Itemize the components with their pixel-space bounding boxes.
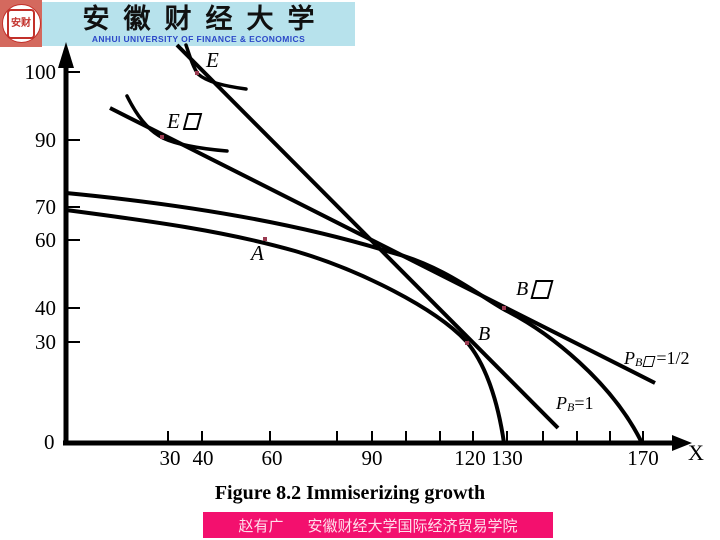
- y-tick-label-100: 100: [24, 60, 57, 84]
- point-B-label: B: [478, 323, 491, 345]
- point-E-prime-label: E: [167, 109, 203, 133]
- x-axis-title: X: [688, 440, 704, 465]
- ppf-original-curve: [64, 208, 506, 445]
- missing-glyph-box-icon: [642, 356, 656, 367]
- y-axis-arrow-icon: [58, 42, 74, 68]
- price-P-sub: B: [567, 400, 575, 414]
- point-E-prime-marker: [160, 135, 164, 139]
- x-axis-arrow-icon: [672, 435, 692, 451]
- y-tick-label-90: 90: [35, 128, 56, 152]
- y-axis-ticks: [68, 71, 80, 343]
- price-P-sub: B: [635, 355, 643, 369]
- price-P: P: [624, 348, 635, 368]
- x-tick-label-60: 60: [261, 446, 283, 470]
- x-tick-label-40: 40: [192, 446, 214, 470]
- B-prime-letter: B: [516, 278, 529, 300]
- university-banner: 安徽财经大学 ANHUI UNIVERSITY OF FINANCE & ECO…: [42, 2, 355, 46]
- y-tick-label-30: 30: [35, 330, 56, 354]
- affiliation: 安徽财经大学国际经济贸易学院: [307, 517, 518, 535]
- y-tick-label-70: 70: [35, 195, 56, 219]
- y-tick-label-40: 40: [35, 296, 56, 320]
- origin-label: 0: [44, 430, 55, 454]
- x-axis-ticks: [167, 431, 644, 442]
- missing-glyph-box-icon: [182, 113, 203, 130]
- E-prime-letter: E: [167, 109, 180, 133]
- point-A-label: A: [251, 241, 264, 265]
- ppf-after-growth-curve: [64, 191, 644, 445]
- price-value-one: =1: [574, 393, 594, 413]
- point-B-marker: [465, 341, 469, 345]
- seal-circle-icon: 安财: [1, 4, 41, 43]
- credit-bar: 赵有广 安徽财经大学国际经济贸易学院: [203, 512, 553, 538]
- figure-caption: Figure 8.2 Immiserizing growth: [214, 482, 486, 504]
- point-E-label: E: [206, 48, 219, 72]
- price-P: P: [556, 393, 567, 413]
- point-A-marker: [263, 237, 267, 241]
- university-seal-logo: 安财: [0, 0, 42, 47]
- x-tick-label-130: 130: [491, 446, 523, 470]
- x-tick-label-30: 30: [159, 446, 181, 470]
- point-B-prime-marker: [502, 306, 506, 310]
- point-E-marker: [195, 71, 199, 75]
- point-markers: [160, 71, 506, 345]
- price-line-pb-half: [109, 106, 656, 385]
- author-name: 赵有广: [238, 517, 284, 535]
- seal-text: 安财: [7, 8, 35, 39]
- y-tick-label-60: 60: [35, 228, 56, 252]
- missing-glyph-box-icon: [530, 280, 554, 299]
- x-tick-label-170: 170: [627, 446, 659, 470]
- x-tick-label-120: 120: [454, 446, 486, 470]
- price-value-half: =1/2: [656, 348, 690, 368]
- university-name-chinese: 安徽财经大学: [82, 3, 329, 34]
- point-B-prime-label: B: [516, 278, 554, 300]
- x-tick-label-90: 90: [361, 446, 383, 470]
- university-name-english: ANHUI UNIVERSITY OF FINANCE & ECONOMICS: [91, 33, 306, 44]
